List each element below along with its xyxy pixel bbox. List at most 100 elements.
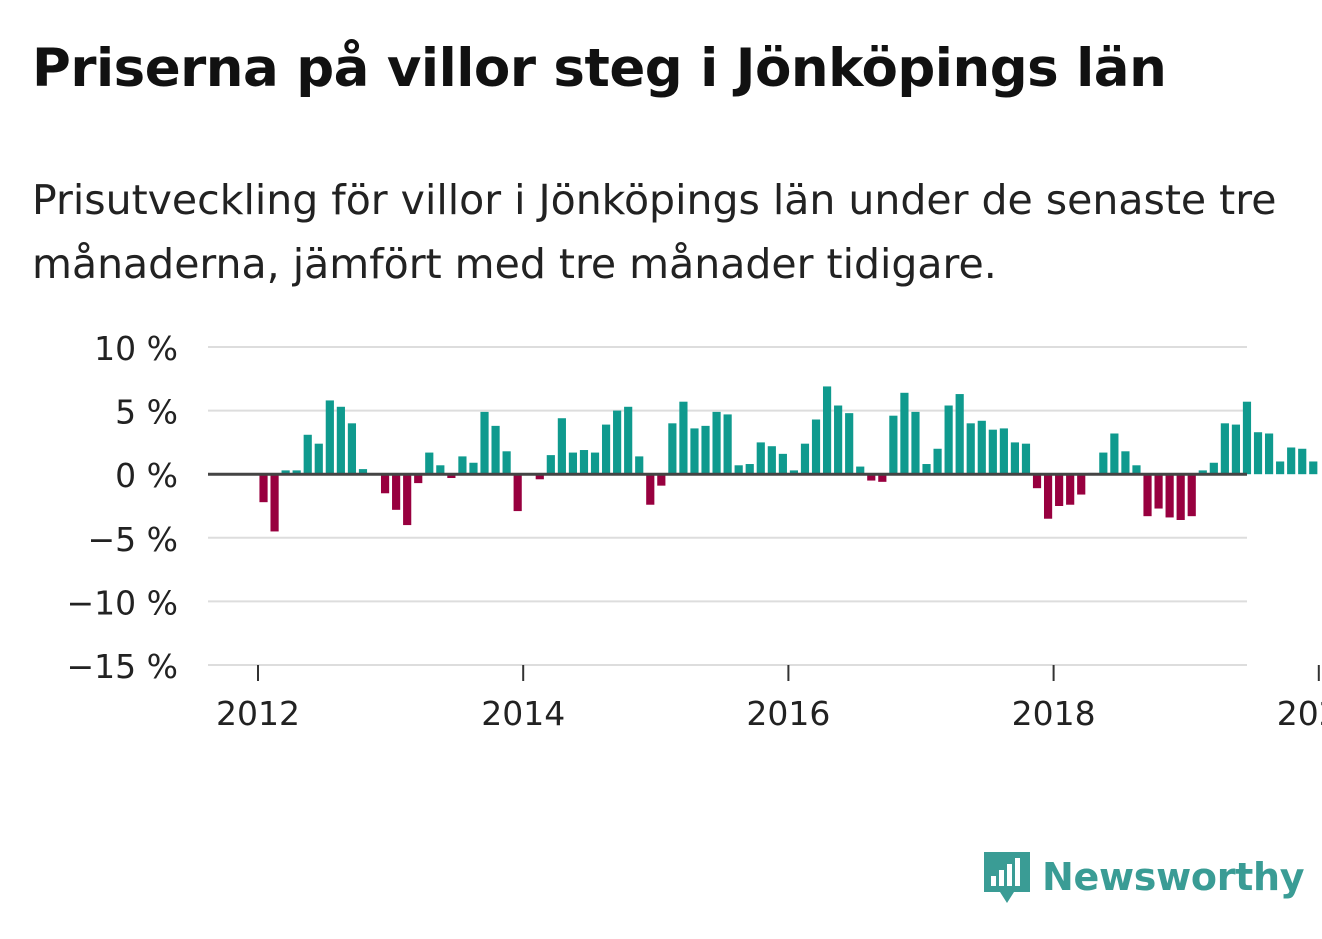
bar bbox=[789, 470, 799, 475]
chart-subtitle: Prisutveckling för villor i Jönköpings l… bbox=[32, 176, 1277, 288]
bar bbox=[635, 456, 644, 475]
brand-name: Newsworthy bbox=[1042, 855, 1305, 899]
bar bbox=[403, 474, 412, 526]
bar bbox=[314, 443, 323, 475]
bar bbox=[1242, 401, 1252, 475]
bar bbox=[303, 434, 312, 475]
bar bbox=[1264, 433, 1274, 475]
bar bbox=[822, 386, 832, 475]
bar bbox=[624, 406, 633, 475]
bar bbox=[436, 465, 445, 475]
bar bbox=[1198, 470, 1207, 475]
bar bbox=[977, 420, 986, 475]
bar bbox=[1231, 424, 1241, 475]
bar bbox=[900, 392, 909, 475]
bar-chart-icon bbox=[984, 852, 1030, 903]
bar bbox=[1165, 474, 1174, 518]
bar bbox=[1032, 474, 1042, 489]
bar bbox=[535, 474, 544, 480]
bar bbox=[1043, 474, 1053, 519]
x-tick-label: 2012 bbox=[216, 694, 300, 733]
bar bbox=[1287, 447, 1296, 475]
bar bbox=[292, 470, 301, 475]
bar bbox=[491, 425, 500, 475]
bar bbox=[613, 410, 622, 475]
bar bbox=[1143, 474, 1152, 517]
bar bbox=[1154, 474, 1163, 509]
bar bbox=[845, 413, 854, 475]
bar bbox=[988, 429, 997, 475]
bar bbox=[668, 423, 677, 475]
bar bbox=[447, 474, 456, 479]
x-tick-label: 2014 bbox=[481, 694, 565, 733]
bar bbox=[933, 448, 942, 475]
bar bbox=[834, 405, 843, 475]
bar bbox=[1110, 433, 1119, 475]
bar bbox=[347, 423, 357, 475]
bar bbox=[502, 451, 511, 475]
bar bbox=[358, 469, 368, 475]
bar bbox=[336, 406, 345, 475]
bar bbox=[800, 443, 810, 475]
bar bbox=[1132, 465, 1141, 475]
bar bbox=[557, 418, 566, 475]
bar bbox=[392, 474, 401, 510]
bar bbox=[911, 411, 920, 475]
y-tick-label: 0 % bbox=[115, 456, 178, 495]
y-tick-label: 5 % bbox=[115, 393, 178, 432]
bar bbox=[1176, 474, 1185, 520]
bar bbox=[1066, 474, 1075, 505]
bar bbox=[1021, 443, 1031, 475]
bar bbox=[546, 455, 555, 475]
bar bbox=[1309, 461, 1318, 475]
bar bbox=[646, 474, 655, 505]
bar bbox=[458, 456, 467, 475]
bar bbox=[469, 462, 478, 475]
bar bbox=[325, 400, 334, 475]
bar bbox=[1099, 452, 1108, 475]
bar bbox=[944, 405, 953, 475]
bar bbox=[414, 474, 423, 484]
bar bbox=[579, 450, 589, 475]
bar bbox=[701, 425, 710, 475]
bar bbox=[270, 474, 279, 532]
y-tick-label: −5 % bbox=[88, 520, 179, 559]
bar bbox=[999, 428, 1008, 475]
x-tick-label: 2018 bbox=[1012, 694, 1096, 733]
bar bbox=[425, 452, 434, 475]
bar bbox=[281, 470, 290, 475]
bar bbox=[1121, 451, 1130, 475]
bar bbox=[380, 474, 390, 494]
bar bbox=[745, 464, 754, 475]
bar bbox=[1209, 462, 1218, 475]
bar bbox=[259, 474, 268, 503]
bar bbox=[568, 452, 578, 475]
bar bbox=[966, 423, 975, 475]
bar bbox=[590, 452, 600, 475]
bar bbox=[856, 466, 865, 475]
bar bbox=[1276, 461, 1285, 475]
bar bbox=[723, 414, 732, 475]
bar bbox=[601, 424, 611, 475]
bar bbox=[1077, 474, 1086, 495]
bar bbox=[690, 428, 699, 475]
newsworthy-logo: Newsworthy bbox=[980, 848, 1305, 906]
x-tick-label: 2020 bbox=[1277, 694, 1322, 733]
bar bbox=[1253, 432, 1263, 475]
y-tick-label: 10 % bbox=[94, 329, 178, 368]
bar bbox=[1010, 442, 1020, 475]
bar bbox=[1187, 474, 1196, 517]
bar bbox=[480, 411, 489, 475]
bar bbox=[756, 442, 765, 475]
y-tick-label: −10 % bbox=[67, 583, 179, 622]
bar bbox=[657, 474, 666, 486]
bar-chart: 10 % 5 % 0 % −5 % −10 % −15 % 2012 2014 2016 2018… bbox=[67, 329, 1322, 733]
bar bbox=[513, 474, 522, 512]
bar bbox=[922, 464, 931, 475]
bar bbox=[734, 465, 743, 475]
bar bbox=[811, 419, 821, 475]
bar bbox=[889, 415, 898, 475]
x-tick-label: 2016 bbox=[746, 694, 830, 733]
chart-title: Priserna på villor steg i Jönköpings län bbox=[32, 38, 1167, 99]
bar bbox=[679, 401, 688, 475]
